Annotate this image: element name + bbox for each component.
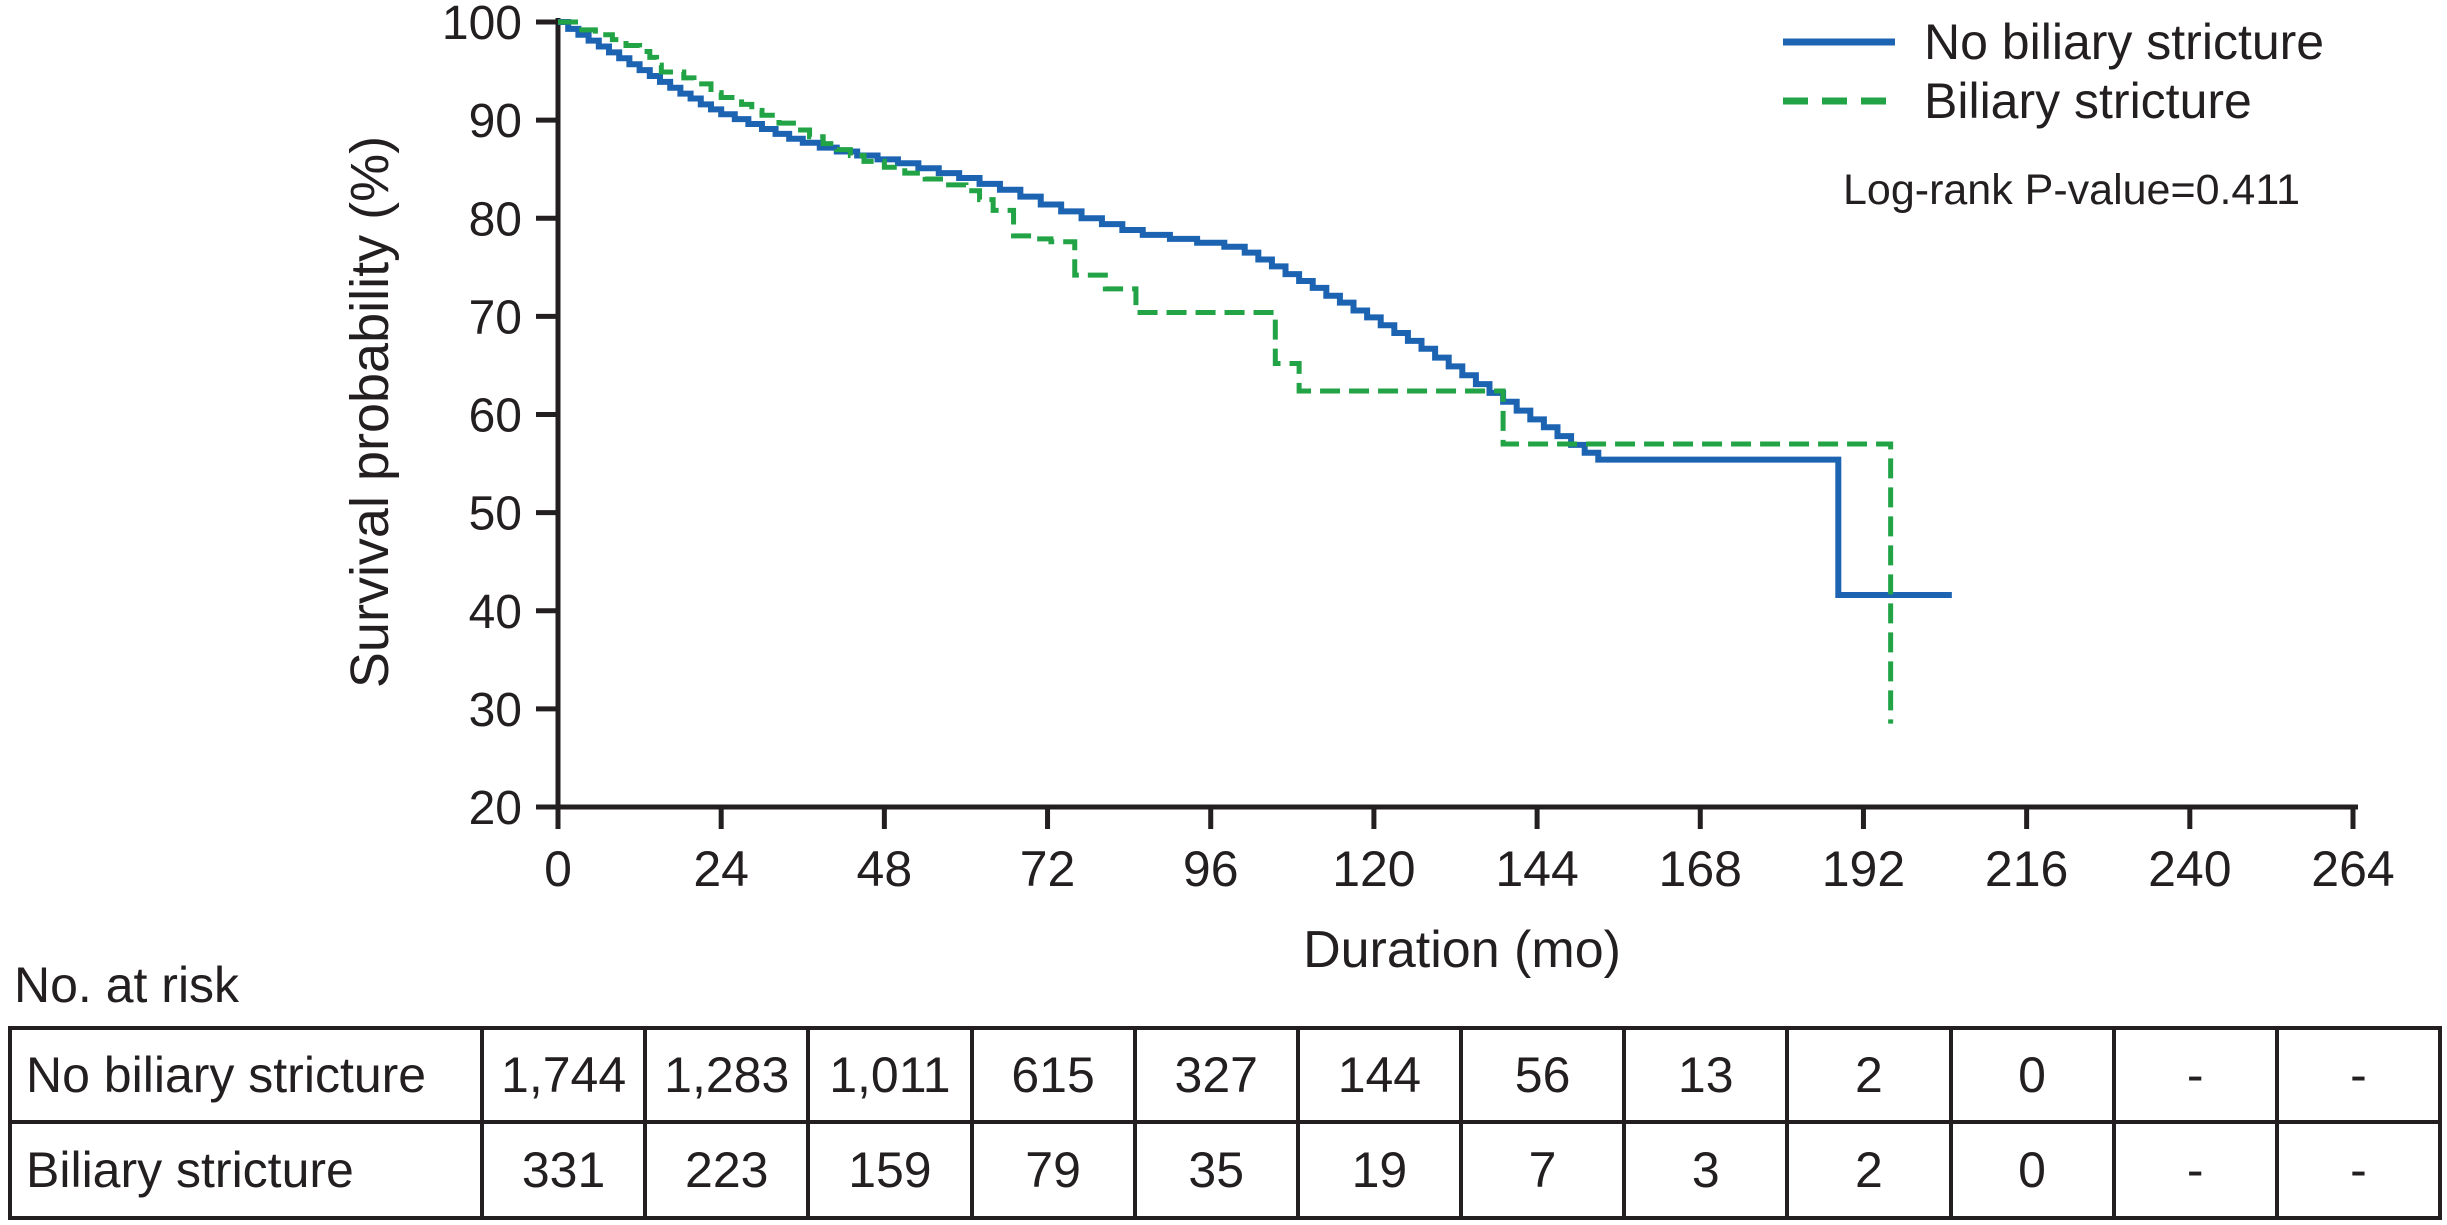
y-tick-label: 90 — [469, 95, 522, 148]
y-tick-label: 40 — [469, 586, 522, 639]
legend-label-biliary-stricture: Biliary stricture — [1924, 72, 2252, 129]
risk-cell: - — [2111, 1120, 2275, 1216]
risk-cell: 7 — [1459, 1120, 1623, 1216]
risk-cell: 1,283 — [643, 1030, 806, 1120]
y-tick-label: 50 — [469, 488, 522, 541]
risk-row-label: No biliary stricture — [26, 1047, 427, 1103]
series-biliary-stricture — [558, 19, 1894, 724]
survival-chart-plot: 20 30 40 50 60 70 80 90 100 0 24 48 72 96 120 144 168 192… — [442, 0, 2395, 897]
risk-cell: 223 — [643, 1120, 807, 1216]
x-tick-label: 144 — [1495, 841, 1578, 897]
risk-cell: 615 — [969, 1030, 1133, 1120]
risk-cell: 327 — [1132, 1030, 1296, 1120]
x-axis-title: Duration (mo) — [1303, 921, 1621, 979]
risk-cell: 144 — [1295, 1030, 1459, 1120]
legend: No biliary stricture Biliary stricture — [1781, 12, 2324, 130]
x-tick-label: 24 — [693, 841, 749, 897]
risk-cell: 35 — [1132, 1120, 1296, 1216]
x-tick-label: 120 — [1332, 841, 1415, 897]
risk-row-label: Biliary stricture — [12, 1120, 480, 1216]
x-tick-label: 48 — [857, 841, 913, 897]
risk-cell: 331 — [480, 1120, 644, 1216]
risk-cell: 56 — [1459, 1030, 1622, 1120]
risk-cell: 159 — [806, 1120, 970, 1216]
y-tick-label: 100 — [442, 0, 522, 50]
risk-cell: - — [2111, 1030, 2275, 1120]
series-no-biliary-stricture — [558, 19, 1952, 599]
risk-cell: 19 — [1295, 1120, 1459, 1216]
x-tick-label: 240 — [2148, 841, 2231, 897]
legend-item-no-biliary-stricture: No biliary stricture — [1781, 12, 2324, 71]
x-tick-label: 216 — [1985, 841, 2068, 897]
risk-table-heading: No. at risk — [14, 957, 240, 1013]
x-tick-label: 72 — [1020, 841, 1076, 897]
solid-line-icon — [1783, 38, 1895, 45]
y-tick-label: 80 — [469, 193, 522, 246]
x-tick-label: 168 — [1659, 841, 1742, 897]
risk-cell: 0 — [1948, 1030, 2112, 1120]
y-tick-label: 70 — [469, 291, 522, 344]
y-tick-label: 30 — [469, 684, 522, 737]
y-axis-title: Survival probability (%) — [340, 135, 400, 689]
x-tick-label: 0 — [544, 841, 572, 897]
risk-cell: 2 — [1785, 1030, 1948, 1120]
y-tick-label: 20 — [469, 782, 522, 835]
risk-table: No biliary stricture 1,744 1,283 1,011 615 32… — [8, 1026, 2442, 1220]
risk-cell: 1,744 — [480, 1030, 643, 1120]
risk-cell: 3 — [1622, 1120, 1786, 1216]
risk-cell: - — [2274, 1030, 2438, 1120]
risk-cell: 79 — [969, 1120, 1133, 1216]
dashed-line-icon — [1783, 97, 1895, 104]
legend-item-biliary-stricture: Biliary stricture — [1781, 71, 2324, 130]
risk-cell: 1,011 — [806, 1030, 969, 1120]
risk-cell: - — [2274, 1120, 2438, 1216]
risk-cell: 0 — [1948, 1120, 2112, 1216]
log-rank-pvalue: Log-rank P-value=0.411 — [1843, 166, 2300, 214]
x-tick-label: 96 — [1183, 841, 1239, 897]
risk-cell: 2 — [1785, 1120, 1949, 1216]
x-tick-label: 192 — [1822, 841, 1905, 897]
y-tick-label: 60 — [469, 390, 522, 443]
x-tick-label: 264 — [2311, 841, 2394, 897]
legend-label-no-biliary-stricture: No biliary stricture — [1924, 13, 2325, 70]
risk-cell: 13 — [1622, 1030, 1785, 1120]
